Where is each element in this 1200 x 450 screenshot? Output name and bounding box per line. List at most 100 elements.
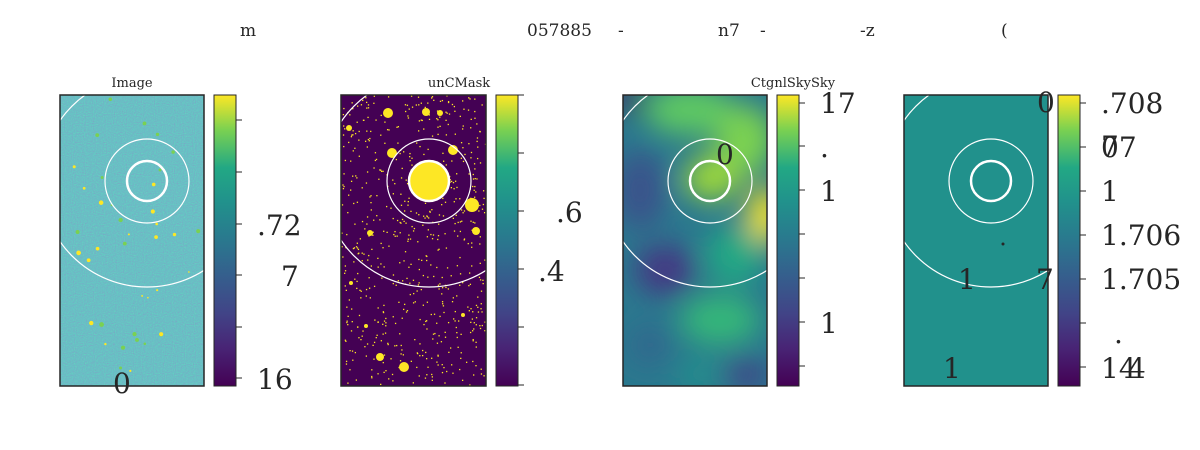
colorbar-tick-label: 07 bbox=[1101, 131, 1137, 164]
mask-background bbox=[341, 95, 486, 386]
mask-pixel bbox=[406, 309, 409, 312]
mask-pixel bbox=[470, 157, 472, 159]
mask-pixel bbox=[370, 265, 373, 267]
mask-pixel bbox=[356, 247, 359, 249]
mask-pixel bbox=[447, 100, 450, 103]
mask-pixel bbox=[454, 133, 456, 135]
mask-pixel bbox=[385, 370, 387, 372]
mask-pixel bbox=[399, 232, 401, 234]
mask-pixel bbox=[377, 266, 379, 268]
mask-pixel bbox=[355, 379, 358, 381]
mask-pixel bbox=[415, 104, 418, 106]
mask-pixel bbox=[362, 330, 364, 332]
mask-pixel bbox=[482, 190, 485, 192]
mask-pixel bbox=[462, 125, 464, 127]
panel-image: Image 0 .72 7 16 bbox=[59, 76, 302, 400]
mask-pixel bbox=[401, 167, 403, 170]
mask-pixel bbox=[383, 320, 386, 322]
mask-pixel bbox=[352, 130, 354, 132]
mask-pixel bbox=[431, 209, 433, 211]
mask-pixel bbox=[478, 210, 480, 212]
mask-pixel bbox=[459, 368, 461, 371]
mask-pixel bbox=[456, 331, 458, 334]
mask-pixel bbox=[377, 321, 379, 323]
mask-pixel bbox=[365, 97, 367, 99]
mask-pixel bbox=[392, 380, 394, 382]
mask-pixel bbox=[422, 215, 425, 217]
mask-pixel bbox=[483, 212, 486, 214]
mask-pixel bbox=[462, 100, 464, 102]
colorbar-tick-label: . bbox=[1114, 317, 1123, 350]
mask-pixel bbox=[453, 105, 456, 108]
mask-pixel bbox=[409, 152, 411, 155]
mask-pixel bbox=[399, 152, 401, 155]
mask-pixel bbox=[481, 208, 484, 210]
mask-pixel bbox=[469, 331, 472, 334]
mask-pixel bbox=[445, 286, 447, 289]
mask-pixel bbox=[408, 197, 410, 199]
mask-pixel bbox=[470, 118, 472, 121]
mask-pixel bbox=[369, 196, 371, 198]
mask-pixel bbox=[484, 330, 486, 332]
mask-pixel bbox=[477, 311, 480, 313]
mask-pixel bbox=[426, 259, 428, 262]
mask-pixel bbox=[398, 301, 400, 303]
mask-pixel bbox=[417, 96, 420, 98]
colorbar-tick-label: . bbox=[820, 131, 829, 164]
mask-pixel bbox=[385, 322, 387, 324]
mask-pixel bbox=[358, 139, 360, 141]
mask-pixel bbox=[467, 109, 470, 111]
mask-pixel bbox=[378, 178, 380, 180]
mask-pixel bbox=[345, 340, 347, 342]
mask-pixel bbox=[362, 99, 364, 102]
colorbar-tick-label: 17 bbox=[820, 87, 856, 120]
mask-pixel bbox=[432, 338, 434, 340]
mask-pixel bbox=[476, 123, 478, 125]
panel-frame bbox=[622, 94, 768, 387]
mask-pixel bbox=[374, 319, 376, 321]
mask-pixel bbox=[392, 193, 394, 195]
suptitle-part-1: 057885 bbox=[527, 21, 592, 41]
mask-pixel bbox=[429, 211, 431, 213]
mask-pixel bbox=[474, 185, 476, 188]
mask-pixel bbox=[476, 157, 479, 160]
mask-pixel bbox=[352, 108, 354, 110]
mask-pixel bbox=[407, 204, 409, 206]
mask-pixel bbox=[386, 129, 389, 131]
mask-pixel bbox=[479, 279, 482, 281]
mask-pixel bbox=[442, 305, 445, 307]
mask-pixel bbox=[437, 126, 439, 128]
aperture-inner bbox=[407, 159, 451, 203]
mask-pixel bbox=[400, 193, 402, 195]
mask-pixel bbox=[346, 233, 348, 236]
mask-pixel bbox=[411, 225, 413, 228]
mask-pixel bbox=[354, 351, 357, 354]
mask-pixel bbox=[366, 146, 368, 148]
mask-pixel bbox=[404, 200, 406, 202]
mask-pixel bbox=[417, 241, 419, 243]
mask-pixel bbox=[415, 212, 418, 214]
mask-pixel bbox=[365, 182, 368, 184]
mask-pixel bbox=[410, 360, 412, 362]
mask-pixel bbox=[395, 284, 397, 286]
mask-pixel bbox=[438, 288, 440, 290]
mask-pixel bbox=[388, 129, 390, 131]
mask-pixel bbox=[404, 303, 406, 306]
image-source bbox=[72, 165, 76, 169]
mask-pixel bbox=[380, 134, 382, 136]
mask-pixel bbox=[411, 157, 413, 159]
mask-pixel bbox=[352, 359, 354, 361]
mask-pixel bbox=[474, 196, 476, 198]
mask-pixel bbox=[431, 373, 433, 376]
mask-pixel bbox=[368, 254, 370, 257]
mask-pixel bbox=[431, 96, 434, 98]
mask-pixel bbox=[342, 256, 344, 258]
mask-pixel bbox=[349, 369, 351, 371]
mask-pixel bbox=[484, 259, 486, 261]
overlay-label: 4 bbox=[1128, 352, 1146, 385]
image-source bbox=[89, 320, 94, 326]
mask-pixel bbox=[400, 353, 402, 355]
mask-pixel bbox=[423, 128, 425, 130]
image-source bbox=[155, 132, 160, 137]
